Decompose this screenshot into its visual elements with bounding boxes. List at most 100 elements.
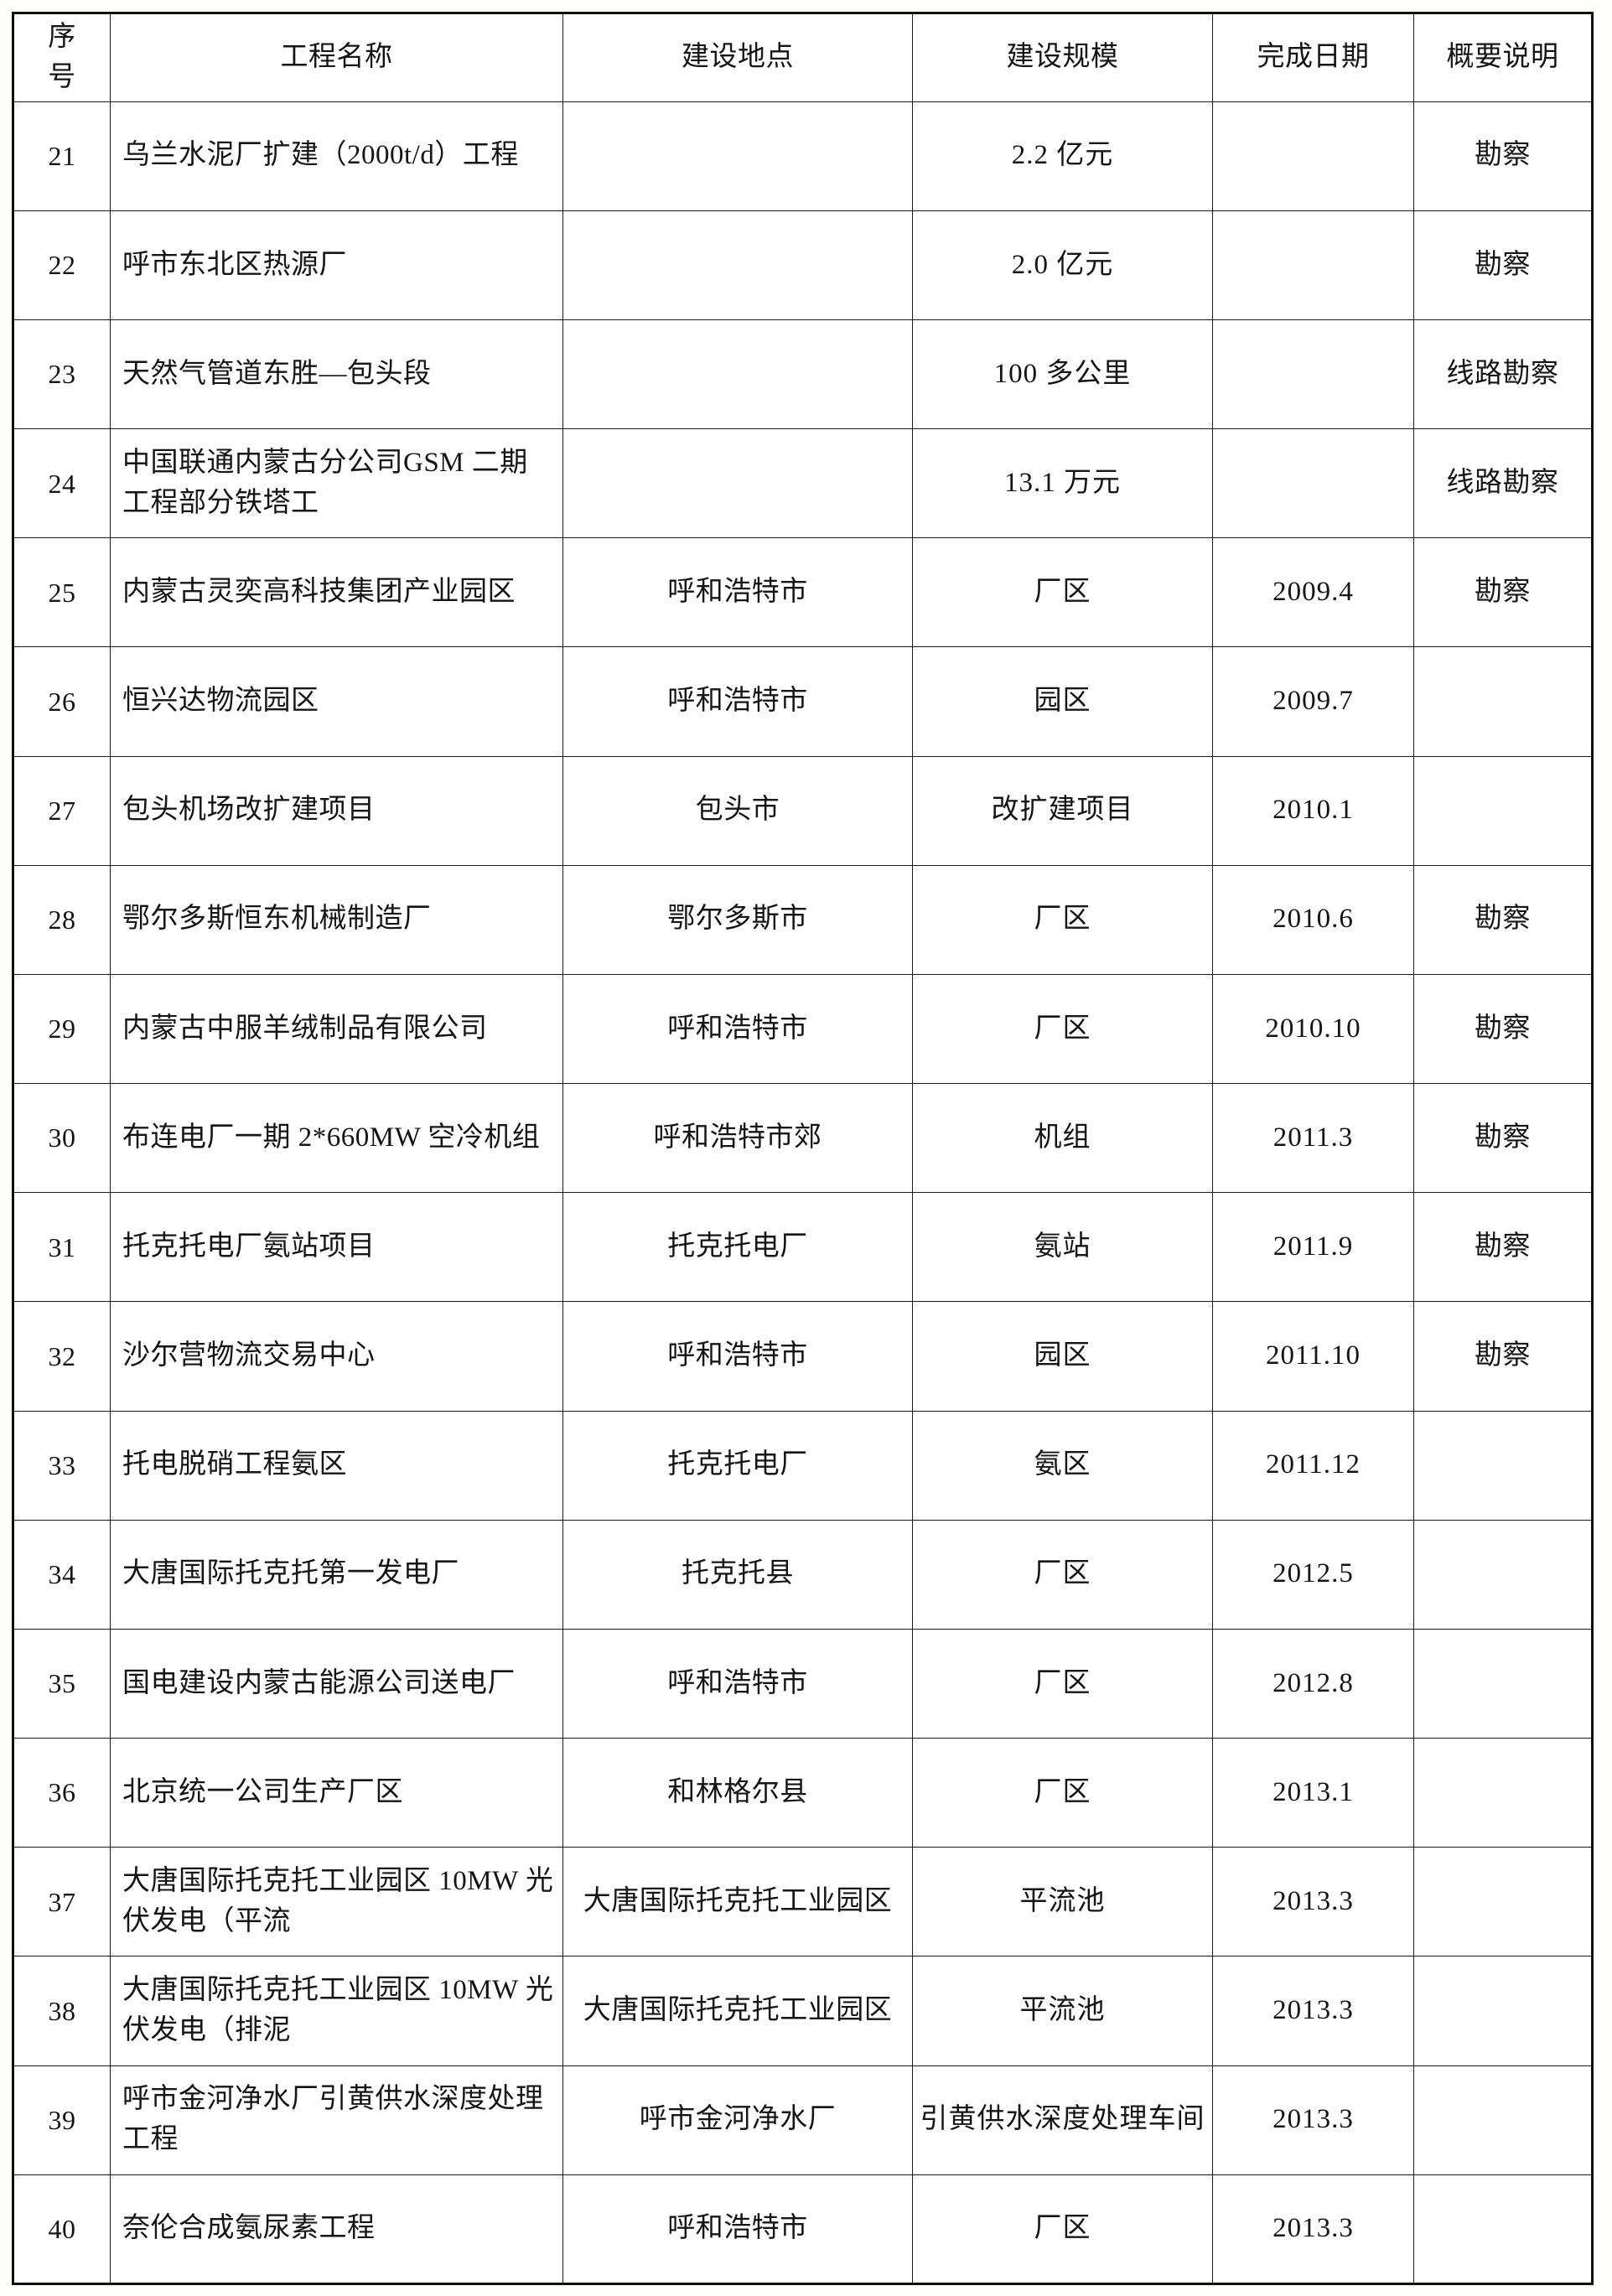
cell-note bbox=[1413, 1410, 1593, 1521]
table-row: 32 沙尔营物流交易中心 呼和浩特市 园区 2011.10 勘察 bbox=[13, 1301, 1593, 1412]
cell-name: 呼市东北区热源厂 bbox=[110, 210, 563, 321]
cell-name: 天然气管道东胜—包头段 bbox=[110, 319, 563, 430]
table-row: 27 包头机场改扩建项目 包头市 改扩建项目 2010.1 bbox=[13, 755, 1593, 866]
table-row: 38 大唐国际托克托工业园区 10MW 光伏发电（排泥 大唐国际托克托工业园区 平流池… bbox=[13, 1956, 1593, 2066]
cell-date: 2012.5 bbox=[1212, 1519, 1414, 1630]
column-header-index-line2: 号 bbox=[48, 61, 76, 92]
cell-idx: 22 bbox=[13, 210, 111, 321]
cell-place: 呼和浩特市 bbox=[562, 1628, 913, 1739]
cell-place: 呼和浩特市郊 bbox=[562, 1083, 913, 1194]
cell-date: 2011.10 bbox=[1212, 1301, 1414, 1412]
cell-scale: 机组 bbox=[912, 1083, 1213, 1194]
cell-place bbox=[562, 210, 913, 321]
table-row: 39 呼市金河净水厂引黄供水深度处理工程 呼市金河净水厂 引黄供水深度处理车间 2013… bbox=[13, 2065, 1593, 2175]
column-header-index-line1: 序 bbox=[48, 22, 76, 52]
cell-place: 鄂尔多斯市 bbox=[562, 864, 913, 975]
cell-note bbox=[1413, 1847, 1593, 1957]
cell-place: 呼和浩特市 bbox=[562, 973, 913, 1085]
table-row: 24 中国联通内蒙古分公司GSM 二期工程部分铁塔工 13.1 万元 线路勘察 bbox=[13, 428, 1593, 539]
cell-idx: 37 bbox=[13, 1847, 111, 1957]
cell-place bbox=[562, 319, 913, 430]
table-row: 37 大唐国际托克托工业园区 10MW 光伏发电（平流 大唐国际托克托工业园区 平流池… bbox=[13, 1847, 1593, 1957]
cell-place bbox=[562, 428, 913, 539]
column-header-index: 序 号 bbox=[13, 13, 111, 102]
cell-date: 2011.9 bbox=[1212, 1192, 1414, 1303]
cell-scale: 厂区 bbox=[912, 2174, 1213, 2285]
cell-name: 恒兴达物流园区 bbox=[110, 646, 563, 757]
cell-scale: 平流池 bbox=[912, 1956, 1213, 2066]
cell-note: 勘察 bbox=[1413, 1192, 1593, 1303]
cell-date bbox=[1212, 319, 1414, 430]
cell-date: 2009.7 bbox=[1212, 646, 1414, 757]
cell-idx: 35 bbox=[13, 1628, 111, 1739]
cell-idx: 40 bbox=[13, 2174, 111, 2285]
table-header: 序 号 工程名称 建设地点 建设规模 完成日期 概要说明 bbox=[13, 13, 1593, 102]
table-row: 30 布连电厂一期 2*660MW 空冷机组 呼和浩特市郊 机组 2011.3 勘察 bbox=[13, 1083, 1593, 1194]
cell-scale: 园区 bbox=[912, 646, 1213, 757]
cell-name: 大唐国际托克托工业园区 10MW 光伏发电（排泥 bbox=[110, 1956, 563, 2066]
cell-idx: 29 bbox=[13, 973, 111, 1085]
cell-name: 中国联通内蒙古分公司GSM 二期工程部分铁塔工 bbox=[110, 428, 563, 539]
column-header-completion-date: 完成日期 bbox=[1212, 13, 1414, 102]
table-row: 34 大唐国际托克托第一发电厂 托克托县 厂区 2012.5 bbox=[13, 1519, 1593, 1630]
column-header-scale: 建设规模 bbox=[912, 13, 1213, 102]
cell-note bbox=[1413, 1956, 1593, 2066]
cell-place: 呼和浩特市 bbox=[562, 2174, 913, 2285]
cell-place: 大唐国际托克托工业园区 bbox=[562, 1847, 913, 1957]
table-row: 29 内蒙古中服羊绒制品有限公司 呼和浩特市 厂区 2010.10 勘察 bbox=[13, 973, 1593, 1085]
cell-date: 2011.12 bbox=[1212, 1410, 1414, 1521]
cell-name: 鄂尔多斯恒东机械制造厂 bbox=[110, 864, 563, 975]
cell-idx: 34 bbox=[13, 1519, 111, 1630]
cell-place: 呼和浩特市 bbox=[562, 537, 913, 648]
cell-name: 国电建设内蒙古能源公司送电厂 bbox=[110, 1628, 563, 1739]
cell-scale: 2.0 亿元 bbox=[912, 210, 1213, 321]
cell-scale: 引黄供水深度处理车间 bbox=[912, 2065, 1213, 2175]
cell-date: 2013.1 bbox=[1212, 1738, 1414, 1848]
table-row: 21 乌兰水泥厂扩建（2000t/d）工程 2.2 亿元 勘察 bbox=[13, 101, 1593, 211]
cell-scale: 2.2 亿元 bbox=[912, 101, 1213, 211]
cell-place: 托克托电厂 bbox=[562, 1192, 913, 1303]
table-row: 35 国电建设内蒙古能源公司送电厂 呼和浩特市 厂区 2012.8 bbox=[13, 1628, 1593, 1739]
cell-scale: 厂区 bbox=[912, 864, 1213, 975]
cell-name: 包头机场改扩建项目 bbox=[110, 755, 563, 866]
cell-note: 线路勘察 bbox=[1413, 428, 1593, 539]
cell-note: 勘察 bbox=[1413, 101, 1593, 211]
cell-note: 线路勘察 bbox=[1413, 319, 1593, 430]
cell-name: 大唐国际托克托工业园区 10MW 光伏发电（平流 bbox=[110, 1847, 563, 1957]
table-row: 33 托电脱硝工程氨区 托克托电厂 氨区 2011.12 bbox=[13, 1410, 1593, 1521]
cell-place: 和林格尔县 bbox=[562, 1738, 913, 1848]
cell-name: 托克托电厂氨站项目 bbox=[110, 1192, 563, 1303]
table-row: 28 鄂尔多斯恒东机械制造厂 鄂尔多斯市 厂区 2010.6 勘察 bbox=[13, 864, 1593, 975]
table-body: 21 乌兰水泥厂扩建（2000t/d）工程 2.2 亿元 勘察 22 呼市东北区热源厂 2.… bbox=[13, 101, 1593, 2285]
column-header-project-name: 工程名称 bbox=[110, 13, 563, 102]
cell-idx: 36 bbox=[13, 1738, 111, 1848]
cell-place: 呼市金河净水厂 bbox=[562, 2065, 913, 2175]
cell-note: 勘察 bbox=[1413, 1083, 1593, 1194]
cell-date: 2013.3 bbox=[1212, 2174, 1414, 2285]
column-header-location: 建设地点 bbox=[562, 13, 913, 102]
cell-name: 北京统一公司生产厂区 bbox=[110, 1738, 563, 1848]
cell-idx: 27 bbox=[13, 755, 111, 866]
table-row: 25 内蒙古灵奕高科技集团产业园区 呼和浩特市 厂区 2009.4 勘察 bbox=[13, 537, 1593, 648]
cell-idx: 32 bbox=[13, 1301, 111, 1412]
table-row: 26 恒兴达物流园区 呼和浩特市 园区 2009.7 bbox=[13, 646, 1593, 757]
cell-scale: 厂区 bbox=[912, 1519, 1213, 1630]
cell-idx: 21 bbox=[13, 101, 111, 211]
cell-scale: 平流池 bbox=[912, 1847, 1213, 1957]
cell-date bbox=[1212, 101, 1414, 211]
cell-scale: 氨站 bbox=[912, 1192, 1213, 1303]
cell-note bbox=[1413, 1519, 1593, 1630]
cell-date: 2013.3 bbox=[1212, 1847, 1414, 1957]
cell-note bbox=[1413, 755, 1593, 866]
cell-place: 呼和浩特市 bbox=[562, 646, 913, 757]
cell-date: 2011.3 bbox=[1212, 1083, 1414, 1194]
cell-name: 托电脱硝工程氨区 bbox=[110, 1410, 563, 1521]
cell-name: 大唐国际托克托第一发电厂 bbox=[110, 1519, 563, 1630]
cell-note: 勘察 bbox=[1413, 537, 1593, 648]
project-experience-table: 序 号 工程名称 建设地点 建设规模 完成日期 概要说明 21 乌兰水泥厂扩建（2… bbox=[12, 12, 1594, 2285]
cell-place bbox=[562, 101, 913, 211]
cell-place: 托克托电厂 bbox=[562, 1410, 913, 1521]
cell-scale: 厂区 bbox=[912, 537, 1213, 648]
cell-name: 布连电厂一期 2*660MW 空冷机组 bbox=[110, 1083, 563, 1194]
cell-date: 2010.6 bbox=[1212, 864, 1414, 975]
